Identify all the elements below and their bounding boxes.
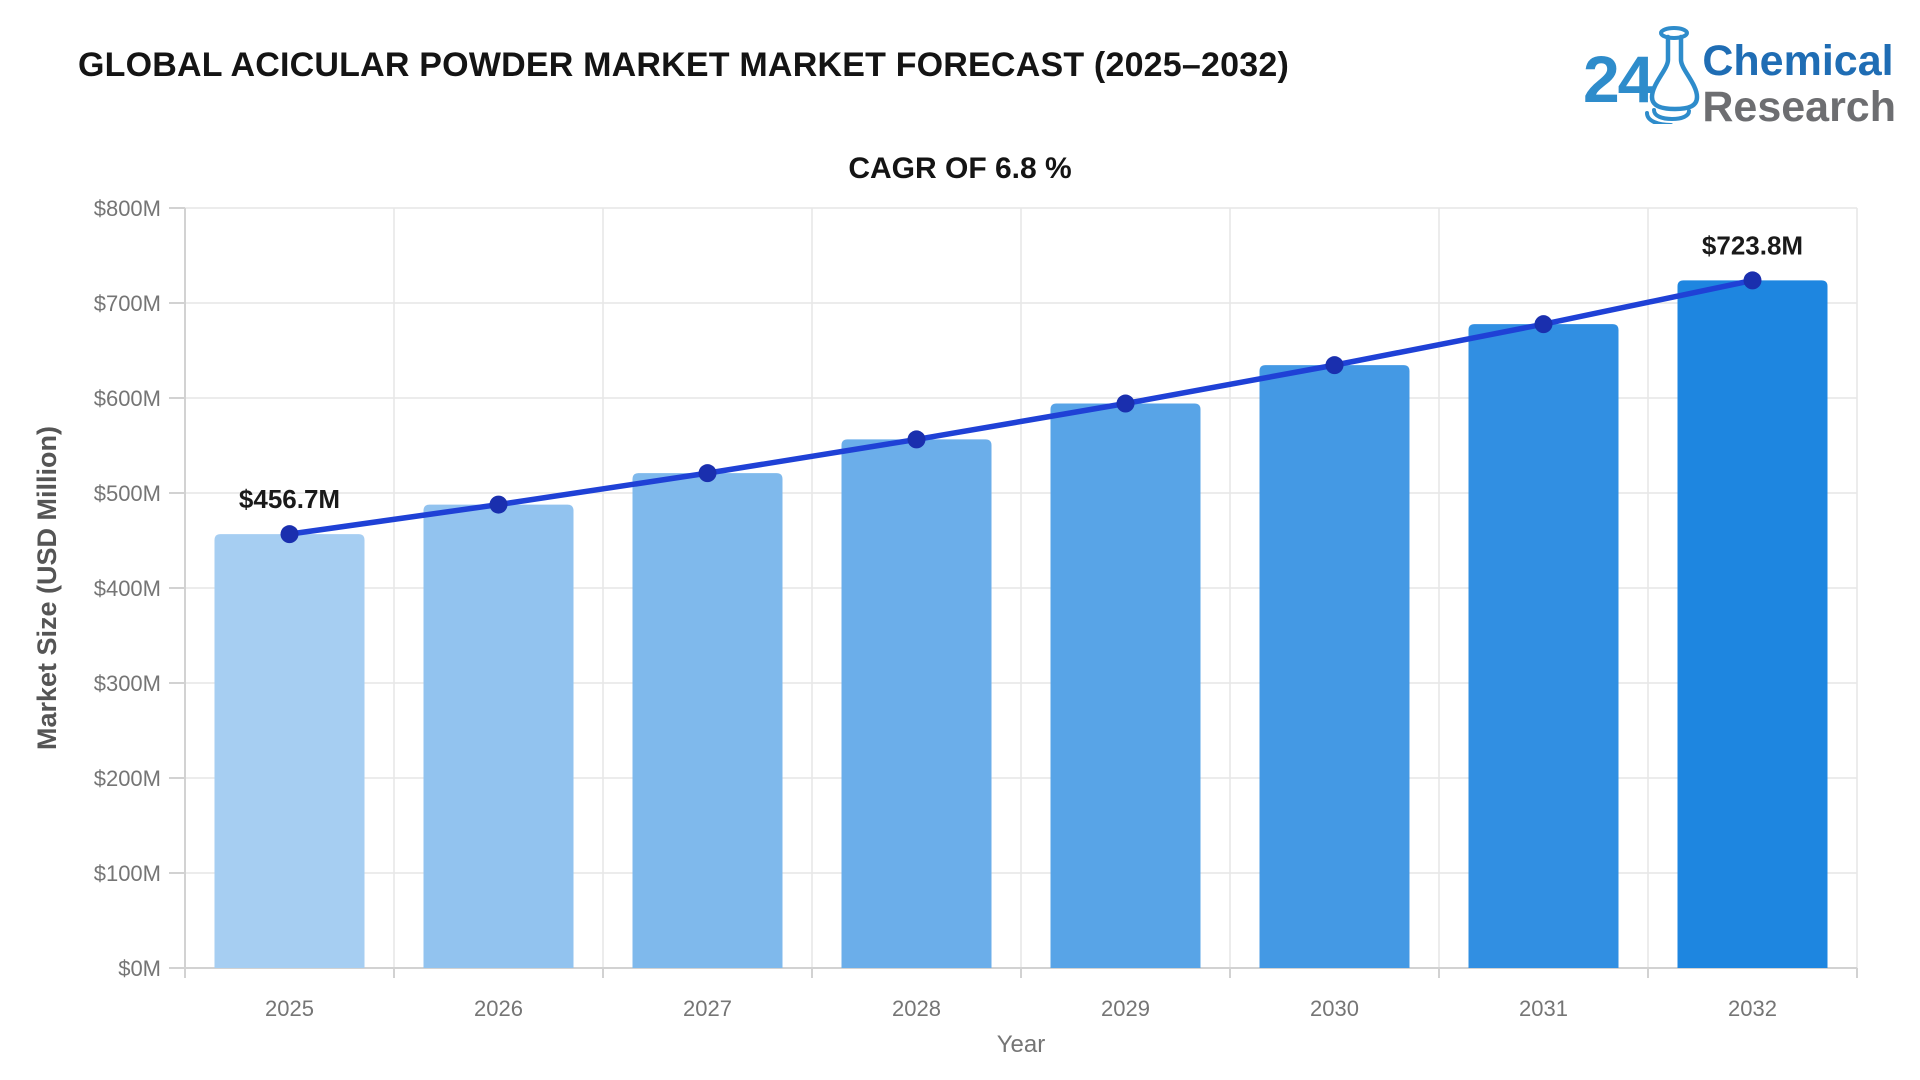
y-tick-label: $100M bbox=[94, 861, 161, 886]
x-tick-label: 2026 bbox=[474, 996, 523, 1021]
bar-2029 bbox=[1050, 403, 1201, 968]
x-tick-label: 2027 bbox=[683, 996, 732, 1021]
data-point-2029 bbox=[1116, 394, 1135, 413]
x-axis-title: Year bbox=[997, 1031, 1046, 1058]
data-point-2031 bbox=[1534, 315, 1553, 334]
x-tick-label: 2030 bbox=[1310, 996, 1359, 1021]
y-tick-label: $0M bbox=[118, 956, 161, 981]
bar-value-label: $723.8M bbox=[1702, 230, 1803, 260]
logo-research-text: Research bbox=[1702, 83, 1896, 131]
x-tick-label: 2029 bbox=[1101, 996, 1150, 1021]
bar-2032 bbox=[1677, 280, 1828, 968]
bar-2031 bbox=[1468, 324, 1619, 968]
logo-wordmark: Chemical Research bbox=[1702, 24, 1896, 129]
bar-2028 bbox=[841, 439, 992, 968]
logo-24-text: 24 bbox=[1582, 42, 1654, 116]
y-tick-label: $300M bbox=[94, 671, 161, 696]
y-axis-title: Market Size (USD Million) bbox=[32, 426, 62, 750]
trend-line bbox=[286, 277, 1756, 537]
bar-2030 bbox=[1259, 365, 1410, 968]
bar-value-label: $456.7M bbox=[239, 484, 340, 514]
y-tick-label: $800M bbox=[94, 196, 161, 221]
x-tick-label: 2025 bbox=[265, 996, 314, 1021]
x-tick-label: 2032 bbox=[1728, 996, 1777, 1021]
data-point-2030 bbox=[1325, 356, 1344, 375]
y-tick-label: $600M bbox=[94, 386, 161, 411]
x-tick-label: 2028 bbox=[892, 996, 941, 1021]
y-tick-label: $400M bbox=[94, 576, 161, 601]
brand-logo: 24 Chemical Research bbox=[1583, 24, 1896, 129]
data-point-2032 bbox=[1743, 271, 1762, 290]
x-tick-label: 2031 bbox=[1519, 996, 1568, 1021]
y-tick-label: $200M bbox=[94, 766, 161, 791]
data-point-2025 bbox=[280, 525, 299, 544]
data-point-2026 bbox=[489, 495, 508, 514]
chart-subtitle: CAGR OF 6.8 % bbox=[848, 152, 1072, 185]
y-tick-label: $500M bbox=[94, 481, 161, 506]
data-point-2028 bbox=[907, 430, 926, 449]
chart-title: GLOBAL ACICULAR POWDER MARKET MARKET FOR… bbox=[78, 46, 1289, 84]
bar-2025 bbox=[214, 534, 365, 968]
flask-icon bbox=[1644, 24, 1708, 129]
bar-2027 bbox=[632, 473, 783, 968]
y-tick-label: $700M bbox=[94, 291, 161, 316]
bar-2026 bbox=[423, 504, 574, 968]
data-point-2027 bbox=[698, 464, 717, 483]
logo-chemical-text: Chemical bbox=[1702, 37, 1894, 85]
